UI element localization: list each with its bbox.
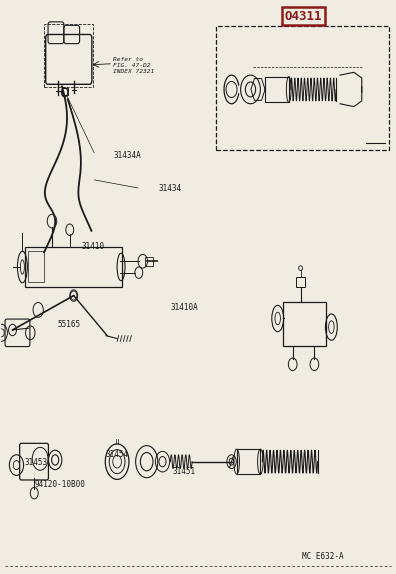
Bar — [44, 24, 93, 87]
Text: 31434A: 31434A — [113, 151, 141, 160]
Bar — [29, 251, 44, 282]
Bar — [283, 302, 326, 346]
Bar — [216, 26, 389, 150]
Text: 31451: 31451 — [172, 467, 196, 476]
Text: 31410A: 31410A — [170, 302, 198, 312]
Bar — [296, 277, 305, 287]
Text: 31453: 31453 — [25, 458, 48, 467]
Bar — [237, 449, 260, 474]
Text: 31454: 31454 — [105, 450, 128, 459]
Text: 94120-10B00: 94120-10B00 — [34, 480, 85, 489]
Text: 55165: 55165 — [58, 320, 81, 329]
Bar — [265, 76, 289, 102]
Text: 31410: 31410 — [82, 242, 105, 251]
Bar — [145, 257, 152, 266]
Text: Refer to
FIG. 47-D2
INDEX 72321: Refer to FIG. 47-D2 INDEX 72321 — [113, 57, 154, 74]
Bar — [62, 88, 68, 95]
Text: O4311: O4311 — [285, 10, 322, 22]
Bar — [25, 247, 122, 287]
Text: 31434: 31434 — [158, 184, 182, 193]
Text: MC E632-A: MC E632-A — [303, 552, 344, 561]
